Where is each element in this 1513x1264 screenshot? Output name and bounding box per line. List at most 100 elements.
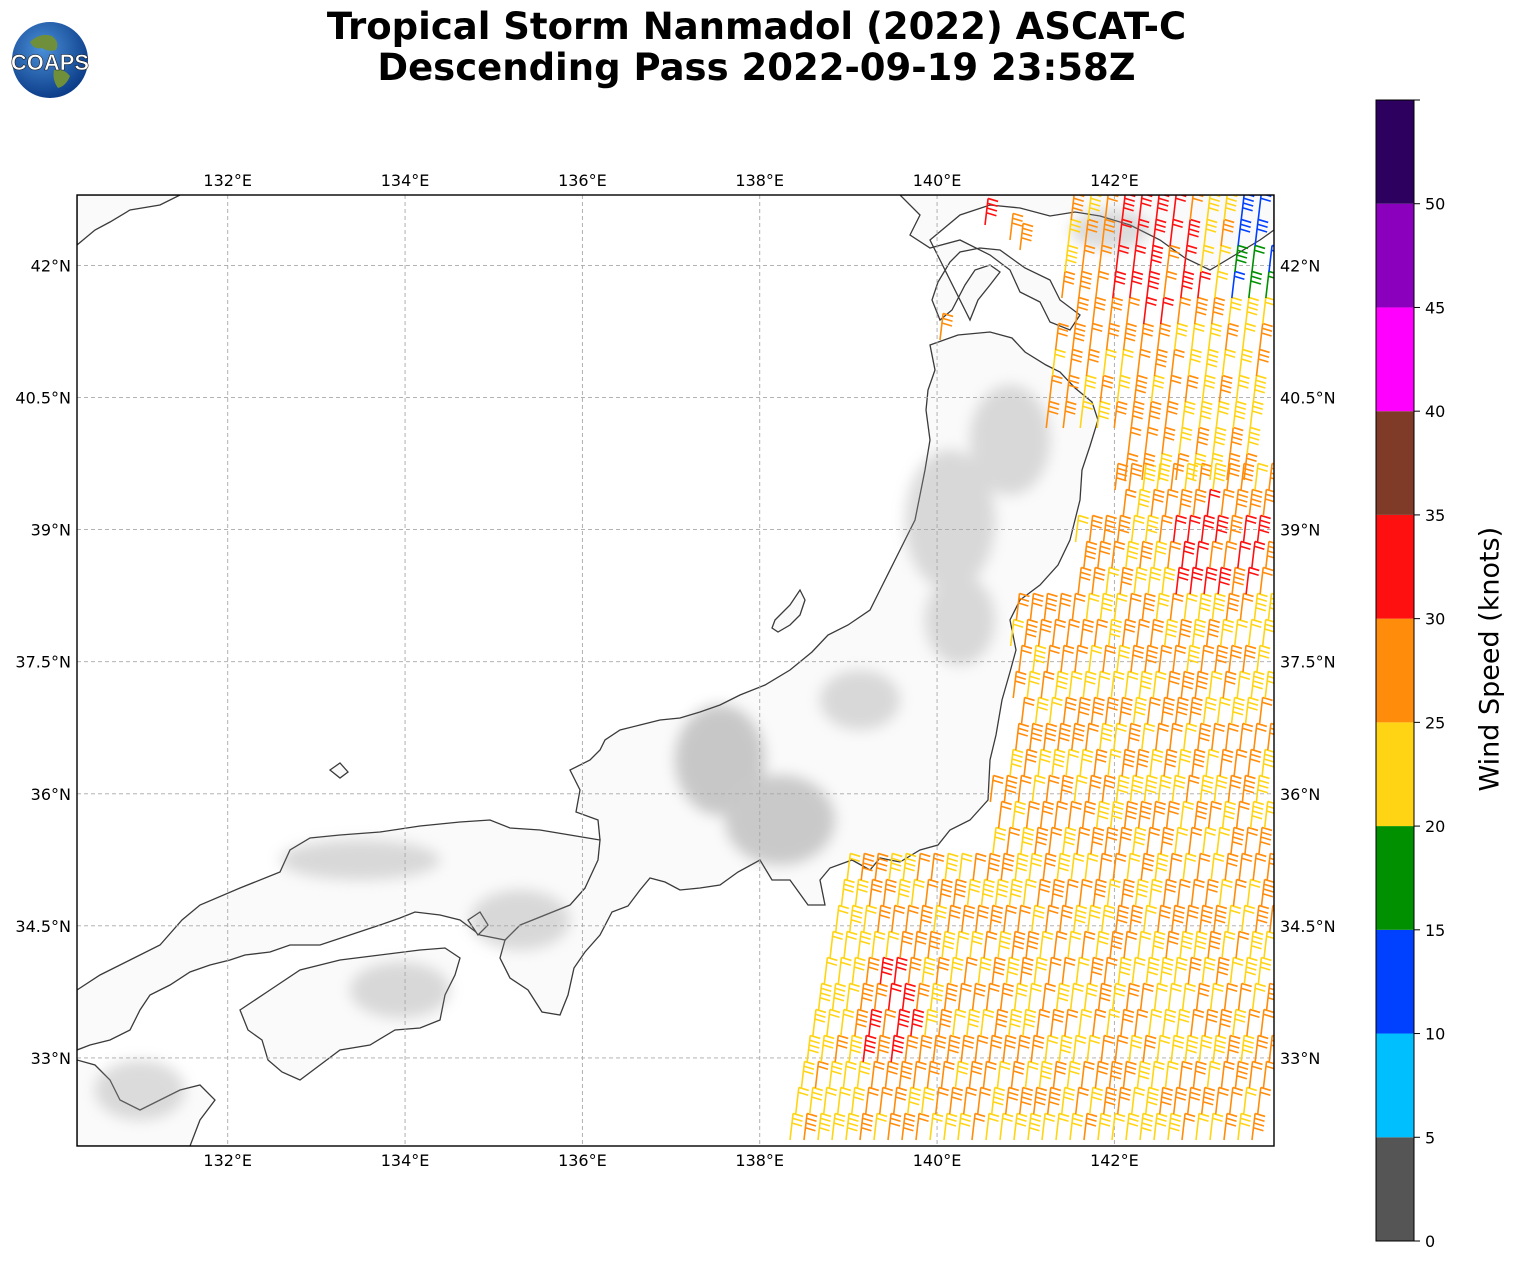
wind-barb-icon xyxy=(1249,400,1264,429)
wind-barb-icon xyxy=(1189,566,1204,595)
wind-barb-icon xyxy=(1119,566,1134,595)
wind-barb-icon xyxy=(1027,982,1042,1011)
lat-tick-label: 39°N xyxy=(31,521,71,540)
wind-barb-icon xyxy=(1100,904,1116,933)
wind-barb-icon xyxy=(977,956,992,985)
wind-barb-icon xyxy=(986,852,1001,881)
wind-barb-icon xyxy=(890,1034,905,1063)
wind-barb-icon xyxy=(1071,592,1086,621)
wind-barb-icon xyxy=(1022,1008,1037,1037)
wind-barb-icon xyxy=(1057,722,1072,751)
wind-barb-icon xyxy=(1004,1086,1020,1115)
wind-barb-icon xyxy=(930,852,945,881)
wind-barb-icon xyxy=(955,930,970,959)
wind-barb-icon xyxy=(1233,748,1248,777)
wind-barb-icon xyxy=(1236,670,1251,699)
wind-barb-icon xyxy=(1221,800,1236,829)
wind-barb-icon xyxy=(1222,670,1237,699)
wind-barb-icon xyxy=(1155,195,1170,221)
wind-barb-icon xyxy=(1220,1060,1235,1089)
wind-barb-icon xyxy=(966,1008,981,1037)
wind-barb-icon xyxy=(1217,244,1232,273)
wind-barb-icon xyxy=(1054,670,1069,699)
wind-barb-icon xyxy=(843,930,858,959)
wind-barb-icon xyxy=(1101,218,1116,247)
wind-barb-icon xyxy=(1159,296,1175,325)
colorbar-tick-label: 35 xyxy=(1425,506,1445,525)
wind-barb-icon xyxy=(1144,644,1159,673)
wind-barb-icon xyxy=(920,1086,936,1115)
wind-barb-icon xyxy=(1217,566,1232,595)
wind-barb-icon xyxy=(1235,930,1250,959)
wind-barb-icon xyxy=(924,878,939,907)
wind-barbs xyxy=(789,195,1274,1141)
wind-barb-icon xyxy=(1186,1086,1202,1115)
wind-barb-icon xyxy=(828,1060,843,1089)
wind-barb-icon xyxy=(1059,774,1074,803)
wind-barb-icon xyxy=(1076,826,1091,855)
wind-barb-icon xyxy=(1181,540,1196,569)
wind-barb-icon xyxy=(1054,322,1069,351)
wind-barb-icon xyxy=(946,1034,961,1063)
wind-barb-icon xyxy=(1081,244,1096,273)
wind-barb-icon xyxy=(1099,722,1114,751)
wind-barb-icon xyxy=(1132,696,1147,725)
wind-barb-icon xyxy=(1050,878,1065,907)
wind-barb-icon xyxy=(817,1112,832,1141)
wind-barb-icon xyxy=(1175,452,1190,481)
wind-barb-icon xyxy=(789,1112,804,1141)
wind-barb-icon xyxy=(1103,956,1118,985)
wind-barb-icon xyxy=(1232,878,1247,907)
wind-barb-icon xyxy=(842,1060,857,1089)
wind-barb-icon xyxy=(1071,722,1086,751)
lon-ticks-top: 132°E 134°E 136°E 138°E 140°E 142°E xyxy=(203,171,1138,190)
wind-barb-icon xyxy=(990,1086,1006,1115)
wind-barb-icon xyxy=(1214,644,1229,673)
wind-barb-icon xyxy=(1223,1112,1238,1141)
wind-barb-icon xyxy=(1136,348,1151,377)
wind-barb-icon xyxy=(1032,644,1047,673)
wind-barb-icon xyxy=(1053,930,1068,959)
wind-barb-icon xyxy=(1184,1034,1199,1063)
wind-barb-icon xyxy=(1247,618,1263,647)
wind-barb-icon xyxy=(1110,670,1125,699)
wind-barb-icon xyxy=(944,852,959,881)
wind-barb-icon xyxy=(901,982,916,1011)
wind-barb-icon xyxy=(1178,1060,1193,1089)
wind-barb-icon xyxy=(1072,904,1088,933)
wind-barb-icon xyxy=(1057,592,1072,621)
wind-barb-icon xyxy=(1060,1086,1076,1115)
wind-barb-icon xyxy=(1204,348,1219,377)
wind-barb-icon xyxy=(1058,1034,1073,1063)
wind-barb-icon xyxy=(1212,1034,1227,1063)
wind-barb-icon xyxy=(1188,826,1203,855)
wind-barb-icon xyxy=(1052,1060,1067,1089)
wind-barb-icon xyxy=(1198,462,1213,491)
lat-tick-label: 34.5°N xyxy=(15,917,71,936)
wind-barb-icon xyxy=(1249,930,1264,959)
wind-barb-icon xyxy=(1173,322,1188,351)
wind-barb-icon xyxy=(1209,452,1224,481)
wind-barb-icon xyxy=(1183,592,1198,621)
wind-barb-icon xyxy=(1206,488,1221,517)
wind-barb-icon xyxy=(1019,956,1034,985)
wind-barb-icon xyxy=(985,982,1000,1011)
wind-barb-icon xyxy=(1257,956,1272,985)
wind-barb-icon xyxy=(994,878,1009,907)
wind-barb-icon xyxy=(1147,566,1162,595)
wind-barb-icon xyxy=(1039,800,1054,829)
wind-barb-icon xyxy=(902,852,917,881)
wind-barb-icon xyxy=(868,878,883,907)
wind-barb-icon xyxy=(932,1034,947,1063)
wind-barb-icon xyxy=(1002,1034,1017,1063)
wind-barb-icon xyxy=(1142,904,1158,933)
wind-barb-icon xyxy=(1125,540,1140,569)
wind-barb-icon xyxy=(1136,1060,1151,1089)
wind-barb-icon xyxy=(1047,956,1062,985)
wind-barb-icon xyxy=(1079,618,1095,647)
wind-barb-icon xyxy=(1082,374,1097,403)
wind-barb-icon xyxy=(999,982,1014,1011)
wind-barb-icon xyxy=(1226,1034,1241,1063)
wind-barb-icon xyxy=(1195,540,1210,569)
wind-barb-icon xyxy=(1127,722,1142,751)
